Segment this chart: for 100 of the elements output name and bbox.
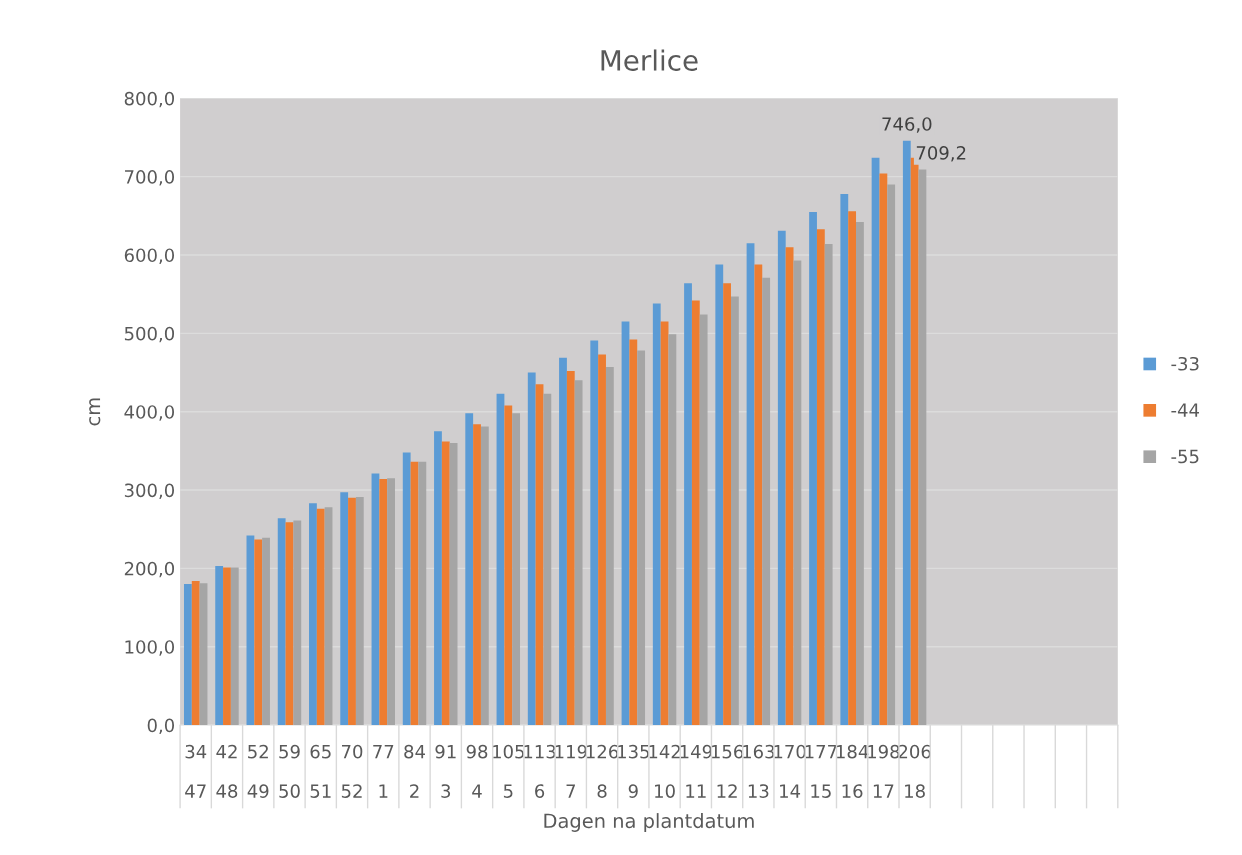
bar — [441, 441, 450, 726]
category-label: 142 10 — [649, 744, 680, 798]
category-label: 206 18 — [898, 744, 931, 798]
bar — [199, 583, 208, 726]
bar — [723, 283, 731, 726]
bar — [629, 339, 638, 726]
bar — [559, 357, 567, 726]
bar — [887, 184, 896, 726]
category-label: 105 5 — [493, 744, 524, 798]
category-label: 135 9 — [618, 744, 649, 798]
bar — [824, 244, 833, 726]
bar — [777, 230, 786, 726]
category-label: 84 2 — [404, 744, 425, 798]
bar — [699, 314, 708, 726]
legend-label: -55 — [1171, 449, 1199, 464]
bar — [277, 518, 286, 726]
bar — [473, 424, 481, 726]
bar — [871, 157, 880, 726]
bar — [809, 211, 817, 726]
bar — [715, 264, 724, 726]
y-tick-label: 500,0 — [124, 326, 175, 343]
bar — [254, 539, 263, 726]
bar — [309, 503, 317, 726]
category-label: 119 7 — [555, 744, 587, 798]
bar — [754, 264, 763, 726]
bar — [184, 584, 192, 726]
category-label: 59 50 — [279, 744, 300, 798]
y-tick-label: 400,0 — [124, 405, 175, 421]
bar — [684, 283, 692, 726]
bar — [637, 350, 646, 726]
bar — [262, 537, 270, 726]
bar — [566, 370, 575, 726]
y-tick-label: 300,0 — [124, 483, 175, 499]
category-label: 198 17 — [868, 744, 900, 798]
y-tick-label: 0,0 — [147, 718, 175, 734]
bar — [785, 247, 794, 726]
bar — [434, 431, 442, 726]
bar — [543, 393, 552, 726]
category-label: 126 8 — [586, 744, 619, 798]
bar — [402, 452, 411, 726]
bar — [340, 492, 349, 726]
bar — [480, 426, 489, 726]
bar — [605, 367, 614, 726]
bar — [355, 497, 364, 726]
category-label: 42 48 — [216, 744, 238, 798]
bar — [856, 222, 864, 726]
category-label: 149 11 — [680, 744, 712, 798]
bar — [918, 169, 927, 726]
bar — [293, 520, 302, 726]
bar — [449, 443, 458, 726]
bar — [746, 243, 755, 726]
chart-title: Merlice — [601, 49, 698, 71]
bar — [691, 300, 700, 726]
category-label: 77 1 — [373, 745, 394, 798]
y-axis-title: cm — [89, 398, 101, 426]
bar — [527, 372, 536, 726]
legend-label: -44 — [1171, 403, 1199, 417]
bar — [816, 229, 825, 726]
bar — [285, 522, 294, 726]
bar — [215, 566, 224, 726]
bar — [840, 193, 849, 726]
bar — [793, 260, 802, 726]
bar — [418, 461, 427, 726]
category-label: 170 14 — [774, 744, 806, 798]
bar — [902, 140, 911, 726]
bar — [246, 535, 255, 726]
category-label: 184 16 — [836, 744, 869, 798]
y-tick-label: 800,0 — [124, 91, 175, 108]
y-tick-label: 700,0 — [125, 170, 175, 186]
y-tick-label: 600,0 — [124, 248, 175, 264]
bar — [590, 340, 599, 726]
y-tick-label: 100,0 — [125, 640, 175, 656]
category-label: 98 4 — [466, 744, 488, 798]
category-label: 34 47 — [185, 744, 207, 798]
bar — [512, 413, 521, 726]
category-label: 91 3 — [435, 744, 456, 798]
bar — [598, 354, 606, 726]
bar — [668, 334, 677, 726]
bar — [191, 580, 200, 726]
bar — [230, 567, 239, 726]
data-label: 746,0 — [882, 117, 932, 133]
y-tick-label: 200,0 — [124, 561, 175, 578]
x-axis-title: Dagen na plantdatum — [544, 813, 754, 832]
category-label: 163 13 — [743, 744, 775, 798]
bar — [879, 173, 888, 726]
bar — [504, 405, 513, 726]
bar — [379, 479, 388, 726]
bar — [730, 296, 739, 726]
bar — [910, 157, 919, 726]
data-label: 709,2 — [916, 146, 966, 162]
bar — [762, 277, 771, 726]
bar — [316, 508, 325, 726]
category-label: 65 51 — [310, 744, 331, 798]
bar — [465, 413, 474, 726]
category-label: 177 15 — [805, 745, 837, 798]
bar — [324, 507, 333, 726]
bar — [652, 303, 661, 726]
bar — [848, 211, 857, 726]
bar — [574, 380, 583, 726]
legend-label: -33 — [1171, 356, 1199, 371]
